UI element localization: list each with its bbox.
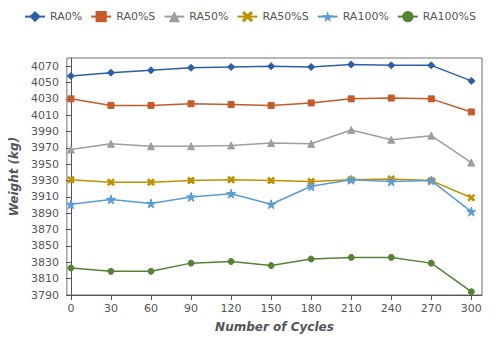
svg-text:240: 240 — [381, 302, 402, 315]
svg-text:4030: 4030 — [31, 92, 59, 105]
svg-text:90: 90 — [184, 302, 198, 315]
svg-text:RA0%S: RA0%S — [116, 10, 155, 23]
svg-text:30: 30 — [104, 302, 118, 315]
svg-text:3870: 3870 — [31, 223, 59, 236]
svg-text:3810: 3810 — [31, 272, 59, 285]
svg-text:3970: 3970 — [31, 141, 59, 154]
svg-text:RA0%: RA0% — [50, 10, 82, 23]
svg-text:150: 150 — [261, 302, 282, 315]
svg-text:4010: 4010 — [31, 109, 59, 122]
svg-text:RA100%: RA100% — [343, 10, 389, 23]
svg-text:RA50%S: RA50%S — [263, 10, 309, 23]
svg-text:3790: 3790 — [31, 289, 59, 302]
svg-text:3830: 3830 — [31, 256, 59, 269]
svg-text:120: 120 — [221, 302, 242, 315]
svg-text:RA100%S: RA100%S — [423, 10, 476, 23]
svg-text:4070: 4070 — [31, 60, 59, 73]
svg-text:4050: 4050 — [31, 76, 59, 89]
svg-text:0: 0 — [67, 302, 74, 315]
svg-text:270: 270 — [421, 302, 442, 315]
svg-text:Weight (kg): Weight (kg) — [7, 137, 21, 216]
svg-text:3890: 3890 — [31, 207, 59, 220]
svg-text:210: 210 — [341, 302, 362, 315]
svg-text:3950: 3950 — [31, 158, 59, 171]
svg-text:3850: 3850 — [31, 239, 59, 252]
svg-text:300: 300 — [461, 302, 482, 315]
svg-text:3930: 3930 — [31, 174, 59, 187]
svg-text:3910: 3910 — [31, 190, 59, 203]
svg-text:Number of Cycles: Number of Cycles — [215, 320, 334, 334]
svg-text:RA50%: RA50% — [189, 10, 228, 23]
svg-text:60: 60 — [144, 302, 158, 315]
svg-text:3990: 3990 — [31, 125, 59, 138]
svg-text:180: 180 — [301, 302, 322, 315]
